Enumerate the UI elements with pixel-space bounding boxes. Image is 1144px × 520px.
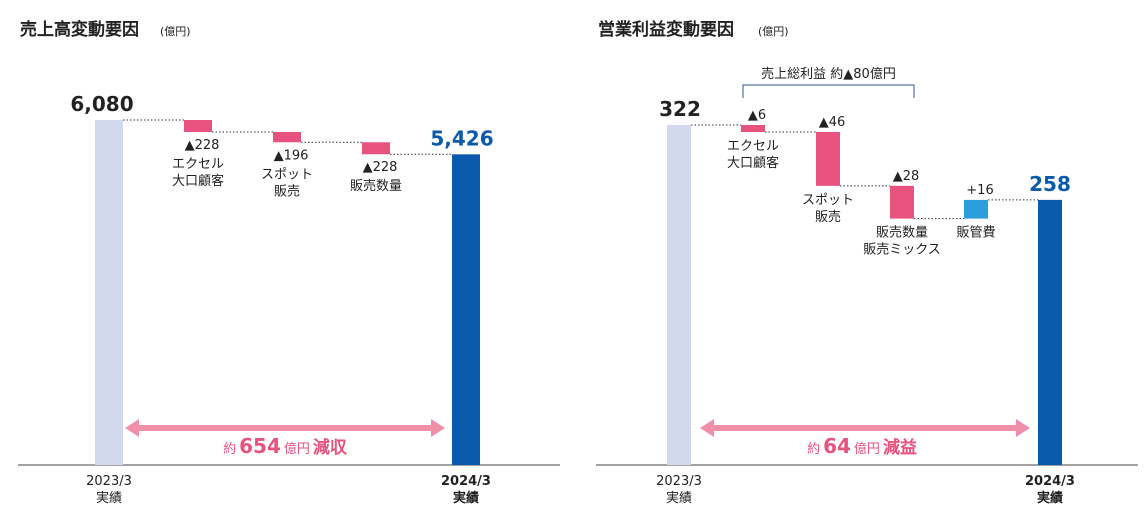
end-value-label: 5,426 xyxy=(430,126,493,150)
start-bar xyxy=(95,120,123,465)
end-axis-label: 実績 xyxy=(453,490,479,506)
step-category-label: 大口顧客 xyxy=(172,173,224,189)
step-category-label: 販管費 xyxy=(956,226,995,241)
change-summary-unit: 億円 xyxy=(854,441,880,457)
waterfall-step-bar xyxy=(362,142,390,155)
end-axis-label: 2024/3 xyxy=(1025,474,1075,489)
change-summary-unit: 億円 xyxy=(284,441,310,457)
step-category-label: 販売数量 xyxy=(350,178,402,194)
change-summary-suffix: 減益 xyxy=(883,437,917,458)
step-category-label: 販売数量 xyxy=(876,225,928,241)
change-double-arrow xyxy=(125,419,445,437)
start-axis-label: 2023/3 xyxy=(656,474,702,489)
change-summary-number: 654 xyxy=(239,434,281,458)
start-axis-label: 実績 xyxy=(96,490,122,506)
start-axis-label: 2023/3 xyxy=(86,474,132,489)
waterfall-step-bar xyxy=(184,120,212,132)
start-axis-label: 実績 xyxy=(666,490,692,506)
step-value-label: ▲28 xyxy=(893,169,920,184)
chart-title: 営業利益変動要因 xyxy=(598,19,734,40)
end-bar xyxy=(1038,199,1062,465)
change-double-arrow xyxy=(700,419,1030,437)
change-summary-label: 約 654 億円 減収 xyxy=(223,434,348,458)
waterfall-step-bar xyxy=(890,185,914,219)
end-bar xyxy=(452,154,480,465)
step-category-label: 販売ミックス xyxy=(863,242,941,258)
step-value-label: ▲196 xyxy=(274,148,309,163)
step-value-label: +16 xyxy=(966,183,993,198)
waterfall-step-bar xyxy=(964,199,988,219)
end-axis-label: 実績 xyxy=(1037,490,1063,506)
chart-unit: (億円) xyxy=(758,25,789,38)
step-value-label: ▲46 xyxy=(819,115,846,130)
end-axis-label: 2024/3 xyxy=(441,474,491,489)
step-category-label: スポット xyxy=(261,167,313,182)
change-summary-prefix: 約 xyxy=(223,442,236,457)
waterfall-step-bar xyxy=(273,131,301,143)
start-value-label: 322 xyxy=(659,97,701,121)
waterfall-step-bar xyxy=(816,132,840,186)
end-value-label: 258 xyxy=(1029,172,1071,196)
chart-title: 売上高変動要因 xyxy=(20,19,139,40)
bracket-label: 売上総利益 約▲80億円 xyxy=(761,66,896,82)
step-value-label: ▲228 xyxy=(185,138,220,153)
change-summary-prefix: 約 xyxy=(807,442,820,457)
step-category-label: 大口顧客 xyxy=(727,155,779,171)
change-summary-label: 約 64 億円 減益 xyxy=(807,434,917,458)
step-category-label: 販売 xyxy=(815,209,841,225)
step-category-label: エクセル xyxy=(727,139,779,154)
step-value-label: ▲228 xyxy=(363,160,398,175)
change-summary-number: 64 xyxy=(823,434,851,458)
waterfall-step-bar xyxy=(741,125,765,133)
start-value-label: 6,080 xyxy=(70,92,133,116)
chart-unit: (億円) xyxy=(160,25,191,38)
step-category-label: 販売 xyxy=(274,183,300,199)
step-value-label: ▲6 xyxy=(748,108,766,123)
step-category-label: エクセル xyxy=(172,157,224,172)
bracket-line xyxy=(742,84,915,98)
start-bar xyxy=(667,125,691,465)
step-category-label: スポット xyxy=(802,193,854,208)
change-summary-suffix: 減収 xyxy=(313,437,348,458)
